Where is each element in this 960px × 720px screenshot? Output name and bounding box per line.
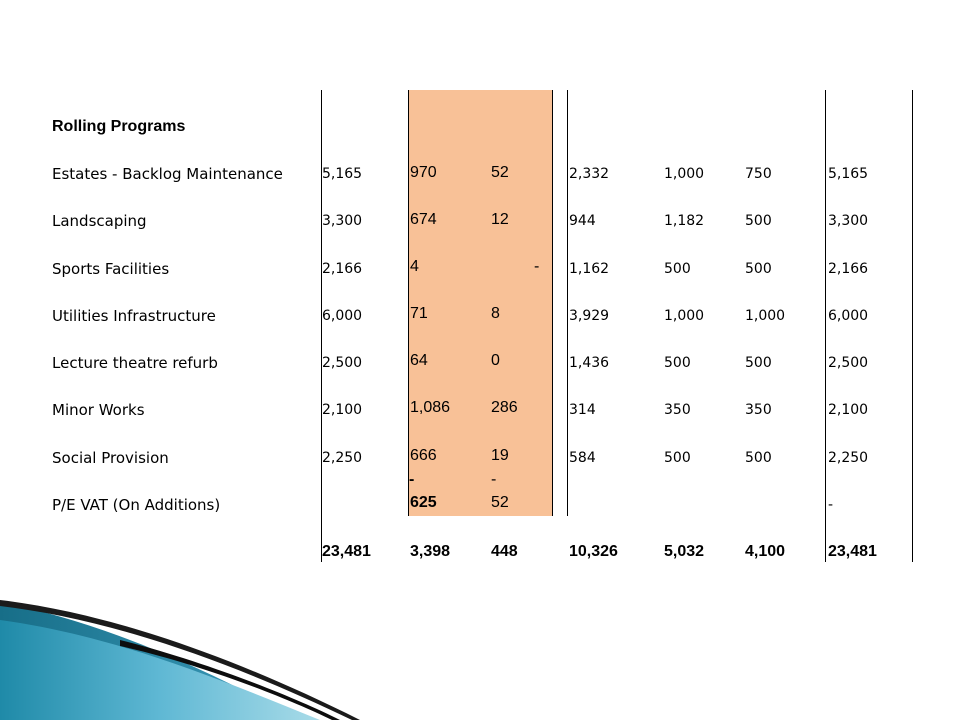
- column-divider: [321, 90, 322, 562]
- cell-value: 64: [410, 352, 428, 369]
- cell-value: 500: [664, 261, 691, 277]
- row-label: P/E VAT (On Additions): [52, 496, 221, 514]
- row-label: Estates - Backlog Maintenance: [52, 165, 283, 183]
- cell-value: 944: [569, 213, 596, 229]
- cell-value: 2,166: [828, 261, 869, 277]
- cell-value: 3,929: [569, 308, 610, 324]
- cell-value: 674: [410, 211, 437, 228]
- cell-value: 350: [745, 402, 772, 418]
- row-label: Social Provision: [52, 449, 169, 467]
- cell-sign: -: [491, 471, 497, 488]
- cell-value: 12: [491, 211, 509, 228]
- decorative-swoosh: [0, 600, 360, 720]
- cell-value: 1,182: [664, 213, 705, 229]
- cell-value: 0: [491, 352, 500, 369]
- cell-value: 500: [664, 450, 691, 466]
- cell-value: 500: [745, 450, 772, 466]
- cell-value: 2,100: [828, 402, 869, 418]
- column-divider: [912, 90, 913, 562]
- cell-value: 1,162: [569, 261, 610, 277]
- column-divider: [825, 90, 826, 562]
- cell-value: 584: [569, 450, 596, 466]
- total-value: 4,100: [745, 543, 786, 560]
- cell-value: 52: [491, 494, 509, 511]
- row-label: Utilities Infrastructure: [52, 307, 216, 325]
- cell-value: 666: [410, 447, 437, 464]
- table-heading: Rolling Programs: [52, 118, 186, 135]
- total-value: 3,398: [410, 543, 451, 560]
- cell-value: 1,436: [569, 355, 610, 371]
- cell-value: 1,000: [664, 166, 705, 182]
- column-divider: [567, 90, 568, 516]
- row-label: Sports Facilities: [52, 260, 170, 278]
- cell-value: 2,332: [569, 166, 610, 182]
- cell-value: 6,000: [828, 308, 869, 324]
- total-value: 23,481: [322, 543, 371, 560]
- cell-value: 625: [410, 494, 437, 511]
- cell-value: -: [534, 258, 540, 275]
- cell-value: 5,165: [322, 166, 363, 182]
- column-divider: [408, 90, 409, 516]
- total-value: 10,326: [569, 543, 618, 560]
- cell-value: 1,000: [664, 308, 705, 324]
- cell-value: 970: [410, 164, 437, 181]
- cell-value: 2,250: [828, 450, 869, 466]
- swoosh-front-shape: [0, 620, 320, 720]
- row-label: Landscaping: [52, 212, 147, 230]
- cell-value: 500: [664, 355, 691, 371]
- cell-value: 500: [745, 213, 772, 229]
- cell-value: 2,500: [828, 355, 869, 371]
- row-label: Lecture theatre refurb: [52, 354, 218, 372]
- cell-value: 2,100: [322, 402, 363, 418]
- cell-value: 52: [491, 164, 509, 181]
- cell-value: 286: [491, 399, 518, 416]
- cell-value: 3,300: [828, 213, 869, 229]
- cell-value: 2,250: [322, 450, 363, 466]
- total-value: 23,481: [828, 543, 877, 560]
- total-value: 448: [491, 543, 518, 560]
- cell-value: 350: [664, 402, 691, 418]
- cell-value: 3,300: [322, 213, 363, 229]
- cell-value: -: [828, 497, 834, 513]
- cell-sign: -: [409, 471, 415, 488]
- cell-value: 6,000: [322, 308, 363, 324]
- total-value: 5,032: [664, 543, 705, 560]
- cell-value: 500: [745, 261, 772, 277]
- cell-value: 5,165: [828, 166, 869, 182]
- swoosh-dark-accent: [120, 640, 340, 720]
- cell-value: 1,000: [745, 308, 786, 324]
- cell-value: 750: [745, 166, 772, 182]
- cell-value: 500: [745, 355, 772, 371]
- highlighted-columns-fill: [408, 90, 552, 516]
- cell-value: 1,086: [410, 399, 451, 416]
- cell-value: 19: [491, 447, 509, 464]
- cell-value: 71: [410, 305, 428, 322]
- cell-value: 314: [569, 402, 596, 418]
- cell-value: 8: [491, 305, 500, 322]
- cell-value: 2,166: [322, 261, 363, 277]
- cell-value: 4: [410, 258, 419, 275]
- cell-value: 2,500: [322, 355, 363, 371]
- column-divider: [552, 90, 553, 516]
- row-label: Minor Works: [52, 401, 145, 419]
